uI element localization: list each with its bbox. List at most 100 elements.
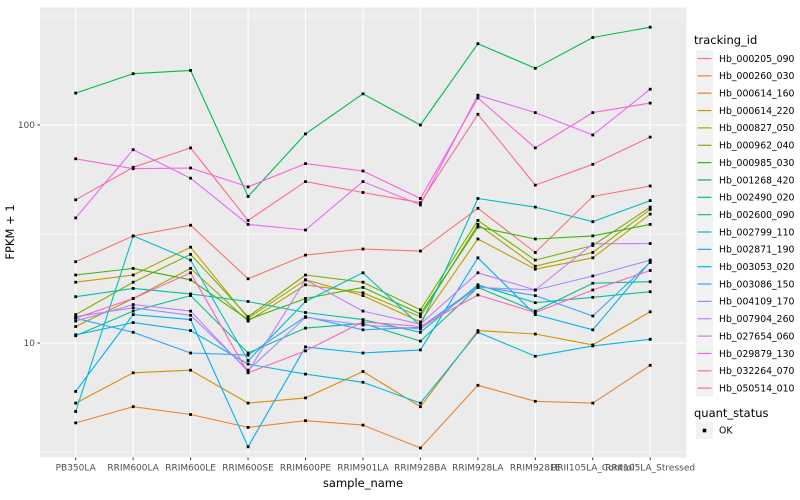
data-point-Hb_004109_170 xyxy=(304,316,307,319)
y-axis-tick-label: 10 xyxy=(24,339,36,349)
x-axis-tick-label: RRIM600SE xyxy=(222,464,274,474)
data-point-Hb_007904_260 xyxy=(476,271,480,275)
data-point-Hb_000985_030 xyxy=(361,286,365,289)
data-point-Hb_000260_030 xyxy=(533,399,537,403)
data-point-Hb_003086_150 xyxy=(246,353,250,357)
data-point-Hb_002871_190 xyxy=(131,321,135,324)
data-point-Hb_050514_010 xyxy=(131,165,135,169)
data-point-Hb_029879_130 xyxy=(419,197,422,200)
data-point-Hb_000614_220 xyxy=(476,237,480,241)
data-point-Hb_029879_130 xyxy=(476,96,480,100)
data-point-Hb_007904_260 xyxy=(591,242,595,246)
data-point-Hb_000614_160 xyxy=(361,370,365,373)
data-point-Hb_002600_090 xyxy=(419,330,422,334)
data-point-Hb_000962_040 xyxy=(419,308,422,312)
data-point-Hb_004109_170 xyxy=(476,286,480,289)
data-point-Hb_032264_070 xyxy=(419,325,422,328)
data-point-Hb_000614_160 xyxy=(131,371,135,375)
data-point-Hb_002871_190 xyxy=(361,380,365,384)
data-point-Hb_004109_170 xyxy=(591,274,595,278)
data-point-Hb_000827_050 xyxy=(246,319,250,323)
data-point-Hb_004109_170 xyxy=(648,258,652,262)
data-point-Hb_032264_070 xyxy=(304,349,307,353)
data-point-Hb_050514_010 xyxy=(361,191,365,194)
data-point-Hb_001268_420 xyxy=(476,42,480,46)
data-point-Hb_002871_190 xyxy=(419,401,422,405)
data-point-Hb_000260_030 xyxy=(246,426,250,429)
x-axis-tick-label: RRIM600PE xyxy=(280,464,332,474)
data-point-Hb_000962_040 xyxy=(476,219,480,222)
data-point-Hb_002799_110 xyxy=(533,205,537,209)
data-point-Hb_004109_170 xyxy=(189,313,192,317)
data-point-Hb_000962_040 xyxy=(74,313,78,316)
data-point-Hb_032264_070 xyxy=(591,288,595,292)
data-point-Hb_000985_030 xyxy=(533,237,537,241)
data-point-Hb_002600_090 xyxy=(361,318,365,321)
data-point-Hb_001268_420 xyxy=(419,123,422,127)
legend-label-Hb_000827_050: Hb_000827_050 xyxy=(719,123,795,134)
x-axis-tick-label: RRIM928LA xyxy=(452,464,504,474)
legend-title-quant-status: quant_status xyxy=(694,406,769,420)
legend-label-Hb_003086_150: Hb_003086_150 xyxy=(719,279,795,290)
data-point-Hb_000827_050 xyxy=(419,315,422,319)
data-point-Hb_002600_090 xyxy=(304,311,307,314)
data-point-Hb_000985_030 xyxy=(74,273,78,277)
x-axis-tick-label: RRII105LA_Stressed xyxy=(605,464,695,474)
data-point-Hb_000614_160 xyxy=(74,401,78,405)
legend-label-Hb_029879_130: Hb_029879_130 xyxy=(719,349,795,360)
data-point-Hb_002871_190 xyxy=(533,354,537,358)
y-axis-title: FPKM + 1 xyxy=(3,204,17,259)
data-point-Hb_000614_160 xyxy=(533,332,537,336)
data-point-Hb_001268_420 xyxy=(591,36,595,39)
data-point-Hb_000614_160 xyxy=(476,329,480,332)
data-point-Hb_027654_060 xyxy=(74,216,78,220)
data-point-Hb_001268_420 xyxy=(304,132,307,136)
data-point-Hb_002490_020 xyxy=(361,322,365,325)
data-point-Hb_003053_020 xyxy=(591,328,595,332)
data-point-Hb_002799_110 xyxy=(74,410,78,413)
x-axis-tick-label: PB350LA xyxy=(56,464,97,474)
data-point-Hb_000827_050 xyxy=(304,283,307,287)
data-point-Hb_000962_040 xyxy=(304,273,307,277)
data-point-Hb_050514_010 xyxy=(304,180,307,183)
data-point-Hb_001268_420 xyxy=(131,72,135,76)
data-point-Hb_000614_160 xyxy=(419,405,422,409)
data-point-Hb_004109_170 xyxy=(131,306,135,310)
data-point-Hb_000962_040 xyxy=(131,280,135,284)
legend-label-Hb_000985_030: Hb_000985_030 xyxy=(719,158,795,169)
data-point-Hb_003053_020 xyxy=(131,313,135,316)
data-point-Hb_000260_030 xyxy=(304,419,307,423)
legend-label-Hb_002490_020: Hb_002490_020 xyxy=(719,193,795,204)
data-point-Hb_002490_020 xyxy=(591,281,595,285)
data-point-Hb_000614_220 xyxy=(246,316,250,320)
data-point-Hb_000985_030 xyxy=(189,278,192,282)
data-point-Hb_050514_010 xyxy=(591,162,595,166)
data-point-Hb_003086_150 xyxy=(533,294,537,297)
ok-square-marker-icon xyxy=(702,428,707,433)
data-point-Hb_027654_060 xyxy=(648,87,652,91)
data-point-Hb_029879_130 xyxy=(648,101,652,105)
data-point-Hb_000205_090 xyxy=(74,260,78,264)
data-point-Hb_000614_220 xyxy=(591,256,595,260)
data-point-Hb_032264_070 xyxy=(189,271,192,275)
data-point-Hb_000614_220 xyxy=(648,212,652,216)
data-point-Hb_002490_020 xyxy=(648,280,652,284)
data-point-Hb_002799_110 xyxy=(131,234,135,238)
data-point-Hb_000260_030 xyxy=(131,405,135,409)
data-point-Hb_002600_090 xyxy=(533,301,537,305)
data-point-Hb_003053_020 xyxy=(246,445,250,449)
data-point-Hb_000827_050 xyxy=(476,223,480,226)
data-point-Hb_003053_020 xyxy=(189,318,192,321)
data-point-Hb_000614_220 xyxy=(361,294,365,297)
data-point-Hb_050514_010 xyxy=(533,183,537,187)
data-point-Hb_000614_220 xyxy=(131,273,135,277)
data-point-Hb_003086_150 xyxy=(591,314,595,318)
data-point-Hb_000205_090 xyxy=(304,253,307,257)
data-point-Hb_000614_220 xyxy=(189,245,192,249)
legend-label-Hb_050514_010: Hb_050514_010 xyxy=(719,383,795,394)
data-point-Hb_027654_060 xyxy=(189,176,192,180)
data-point-Hb_050514_010 xyxy=(648,135,652,139)
data-point-Hb_029879_130 xyxy=(591,111,595,114)
data-point-Hb_001268_420 xyxy=(189,69,192,72)
